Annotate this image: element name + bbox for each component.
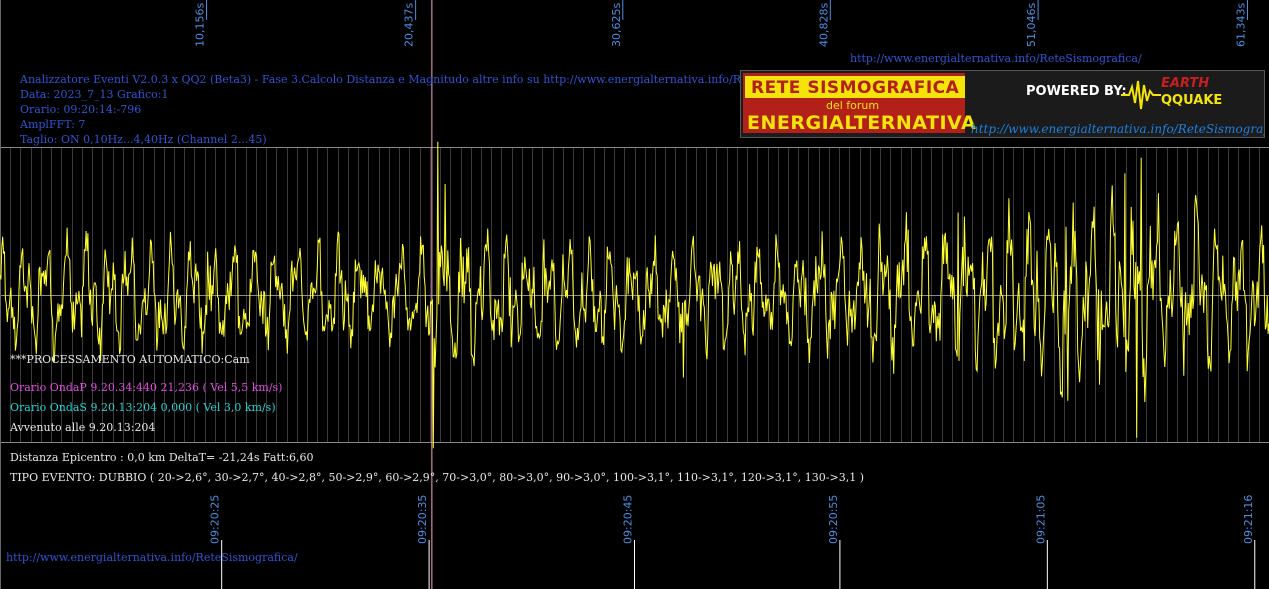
time-axis: 10,156s 20,437s 30,625s 40,828s 51,046s 61,34… <box>194 0 1256 589</box>
event-date: Data: 2023_7_13 Grafico:1 <box>20 88 169 101</box>
top-tick-label: 61,343s <box>1235 3 1248 47</box>
rete-sismografica-banner[interactable]: RETE SISMOGRAFICA del forum ENERGIALTERN… <box>740 70 1265 138</box>
banner-yellow-strip <box>745 76 965 98</box>
top-tick-label: 40,828s <box>817 3 830 47</box>
banner-url: http://www.energialternativa.info/ReteSi… <box>971 122 1265 136</box>
bottom-tick-label: 09:21:16 <box>1242 495 1255 544</box>
p-wave-time: Orario OndaP 9.20.34:440 21,236 ( Vel 5,… <box>10 381 283 394</box>
event-time: Orario: 09:20:14:-796 <box>20 103 142 116</box>
banner-title: RETE SISMOGRAFICA <box>751 78 960 98</box>
top-tick-label: 30,625s <box>610 3 623 47</box>
waveform-line <box>0 141 1269 449</box>
event-occurred-time: Avvenuto alle 9.20.13:204 <box>10 421 156 434</box>
top-tick-label: 10,156s <box>194 3 207 47</box>
event-type: TIPO EVENTO: DUBBIO ( 20->2,6°, 30->2,7°… <box>10 471 864 484</box>
bottom-tick-label: 09:20:45 <box>622 495 635 544</box>
earthquake-wave-icon <box>1121 80 1161 110</box>
bottom-tick-label: 09:20:55 <box>827 495 840 544</box>
banner-powered-by: POWERED BY: <box>1026 84 1127 99</box>
bottom-tick-label: 09:20:25 <box>209 495 222 544</box>
s-wave-time: Orario OndaS 9.20.13:204 0,000 ( Vel 3,0… <box>10 401 276 414</box>
bottom-tick-label: 09:21:05 <box>1034 495 1047 544</box>
top-tick-label: 20,437s <box>403 3 416 47</box>
epicenter-distance: Distanza Epicentro : 0,0 km DeltaT= -21,… <box>10 451 314 464</box>
bottom-tick-label: 09:20:35 <box>416 495 429 544</box>
banner-quake-text: QQUAKE <box>1161 93 1223 108</box>
banner-earth-text: EARTH <box>1161 76 1210 91</box>
banner-forum-name: ENERGIALTERNATIVA <box>747 112 977 134</box>
analyzer-info-panel: Analizzatore Eventi V2.0.3 x QQ2 (Beta3)… <box>20 73 786 148</box>
filter-cut: Taglio: ON 0,10Hz...4,40Hz (Channel 2...… <box>20 133 267 146</box>
top-url-link[interactable]: http://www.energialternativa.info/ReteSi… <box>850 52 1142 65</box>
analyzer-title: Analizzatore Eventi V2.0.3 x QQ2 (Beta3)… <box>20 73 786 86</box>
waveform-trace <box>0 141 1269 449</box>
banner-subtitle: del forum <box>826 99 880 112</box>
bottom-url-link[interactable]: http://www.energialternativa.info/ReteSi… <box>6 551 298 564</box>
processing-header: ***PROCESSAMENTO AUTOMATICO:Cam <box>10 353 250 366</box>
ampl-fft: AmplFFT: 7 <box>20 118 86 131</box>
top-tick-label: 51,046s <box>1025 3 1038 47</box>
